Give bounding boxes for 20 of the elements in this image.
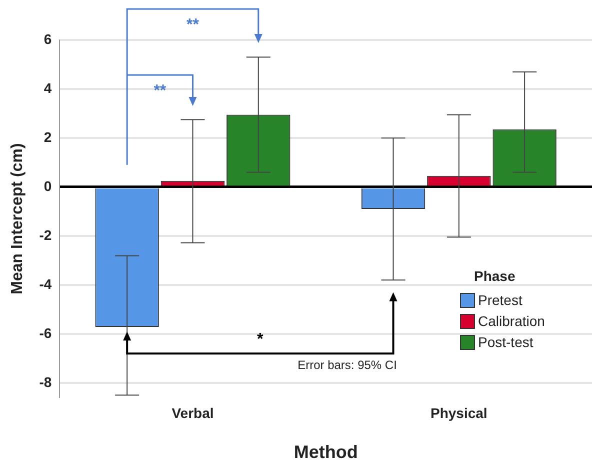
- x-tick-label: Verbal: [172, 404, 214, 421]
- x-axis-title: Method: [294, 442, 358, 462]
- legend-label: Post-test: [478, 334, 534, 350]
- y-axis-title: Mean Intercept (cm): [9, 143, 26, 294]
- y-tick-label: 4: [44, 80, 52, 96]
- x-tick-label: Physical: [430, 404, 488, 421]
- text: **: [186, 16, 200, 34]
- y-tick-label: 0: [44, 178, 52, 194]
- legend-label: Calibration: [478, 313, 545, 330]
- annotation: *: [257, 330, 264, 348]
- y-tick-label: 2: [44, 128, 52, 145]
- annotation: **: [154, 82, 167, 100]
- legend-label: Pretest: [478, 292, 522, 308]
- y-tick-label: -2: [39, 226, 52, 243]
- y-tick-label: 6: [44, 30, 52, 47]
- y-tick-label: -4: [39, 276, 52, 292]
- y-tick-label: -6: [39, 324, 52, 341]
- annotation: Error bars: 95% CI: [298, 358, 397, 372]
- legend-title: Phase: [473, 268, 516, 284]
- y-tick-label: -8: [39, 374, 52, 390]
